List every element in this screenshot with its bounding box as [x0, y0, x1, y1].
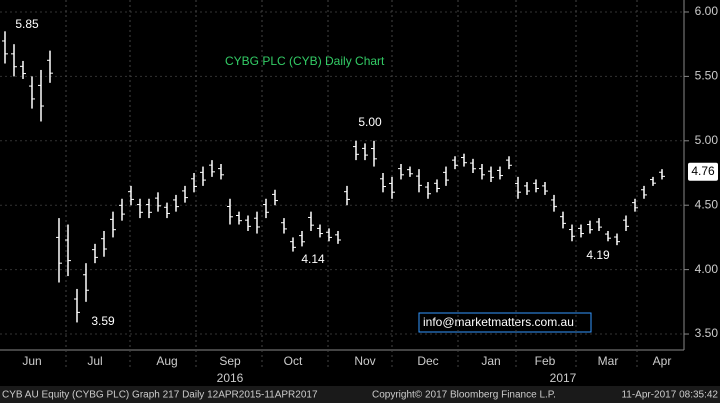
x-tick-label: Apr	[653, 354, 672, 368]
x-tick-label: Jan	[481, 354, 500, 368]
footer-text: CYB AU Equity (CYBG PLC) Graph 217 Daily…	[2, 390, 318, 401]
annotation: 4.19	[586, 248, 610, 262]
year-label: 2016	[217, 371, 244, 385]
last-price-label: 4.76	[691, 164, 715, 178]
x-tick-label: Jul	[87, 354, 102, 368]
x-tick-label: Aug	[156, 354, 177, 368]
footer-text: Copyright© 2017 Bloomberg Finance L.P.	[372, 390, 556, 401]
chart-title: CYBG PLC (CYB) Daily Chart	[225, 54, 385, 68]
footer-text: 11-Apr-2017 08:35:42	[621, 390, 718, 401]
y-tick-label: 5.50	[695, 69, 719, 83]
annotation: 3.59	[91, 314, 115, 328]
y-tick-label: 4.00	[695, 262, 719, 276]
y-tick-label: 6.00	[695, 4, 719, 18]
x-tick-label: Feb	[535, 354, 556, 368]
x-tick-label: Oct	[284, 354, 303, 368]
y-tick-label: 5.00	[695, 133, 719, 147]
annotation: 5.00	[358, 115, 382, 129]
footer-bar	[0, 386, 720, 403]
last-price-box	[688, 162, 718, 181]
watermark-box	[418, 312, 592, 333]
watermark: info@marketmatters.com.au	[423, 315, 574, 329]
year-label: 2017	[550, 371, 577, 385]
y-tick-label: 3.50	[695, 326, 719, 340]
y-tick-label: 4.50	[695, 197, 719, 211]
x-tick-label: Dec	[417, 354, 438, 368]
annotation: 4.14	[301, 252, 325, 266]
x-tick-label: Mar	[598, 354, 619, 368]
annotation: 5.85	[15, 17, 39, 31]
x-tick-label: Jun	[22, 354, 41, 368]
x-tick-label: Nov	[354, 354, 375, 368]
x-tick-label: Sep	[219, 354, 241, 368]
